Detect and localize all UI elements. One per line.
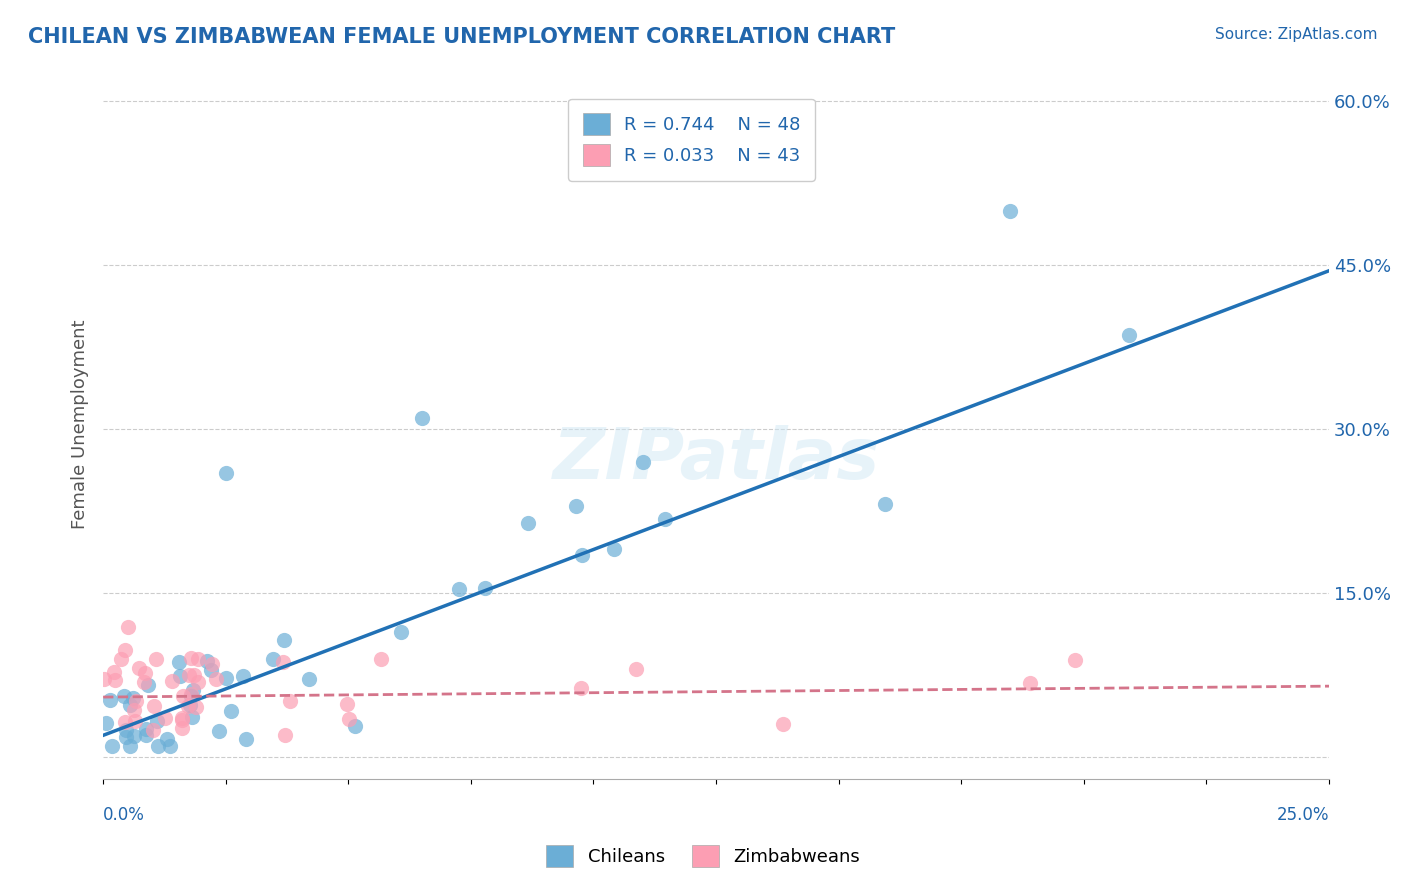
Point: [569, 681, 592, 695]
Point: [114, 714, 136, 729]
Point: [110, 652, 132, 666]
Point: [179, 698, 201, 712]
Point: [98, 693, 121, 707]
Point: [201, 657, 224, 671]
Point: [115, 723, 138, 738]
Point: [117, 620, 139, 634]
Point: [115, 730, 138, 744]
Point: [132, 675, 155, 690]
Point: [167, 655, 190, 669]
Point: [200, 663, 222, 677]
Y-axis label: Female Unemployment: Female Unemployment: [72, 319, 89, 529]
Point: [180, 651, 202, 665]
Point: [631, 455, 654, 469]
Point: [187, 674, 209, 689]
Point: [172, 721, 194, 735]
Point: [565, 499, 588, 513]
Point: [118, 739, 141, 754]
Point: [134, 665, 156, 680]
Point: [145, 651, 167, 665]
Point: [447, 582, 470, 596]
Point: [262, 652, 284, 666]
Point: [135, 728, 157, 742]
Point: [195, 654, 218, 668]
Point: [208, 723, 231, 738]
Point: [602, 542, 624, 557]
Point: [214, 671, 236, 685]
Point: [177, 668, 200, 682]
Point: [96, 715, 118, 730]
Point: [148, 739, 170, 754]
Point: [183, 668, 205, 682]
Point: [180, 687, 202, 701]
Legend: Chileans, Zimbabweans: Chileans, Zimbabweans: [538, 838, 868, 874]
Point: [125, 694, 148, 708]
Point: [128, 661, 150, 675]
Point: [298, 672, 321, 686]
Point: [219, 704, 242, 718]
Point: [235, 732, 257, 747]
Point: [389, 625, 412, 640]
Text: Source: ZipAtlas.com: Source: ZipAtlas.com: [1215, 27, 1378, 42]
Text: ZIPatlas: ZIPatlas: [553, 425, 880, 494]
Point: [172, 714, 194, 728]
Point: [170, 711, 193, 725]
Point: [114, 643, 136, 657]
Point: [278, 694, 301, 708]
Point: [273, 632, 295, 647]
Point: [205, 672, 228, 686]
Point: [337, 712, 360, 726]
Point: [626, 662, 648, 676]
Text: 0.0%: 0.0%: [103, 806, 145, 824]
Point: [135, 723, 157, 737]
Point: [176, 699, 198, 714]
Point: [654, 512, 676, 526]
Point: [180, 710, 202, 724]
Point: [104, 673, 127, 687]
Point: [1064, 653, 1087, 667]
Point: [142, 723, 165, 737]
Point: [343, 719, 366, 733]
Point: [180, 690, 202, 704]
Point: [873, 497, 896, 511]
Point: [160, 674, 183, 689]
Point: [136, 677, 159, 691]
Point: [93, 673, 115, 687]
Point: [159, 739, 181, 754]
Point: [103, 665, 125, 679]
Point: [516, 516, 538, 530]
Text: CHILEAN VS ZIMBABWEAN FEMALE UNEMPLOYMENT CORRELATION CHART: CHILEAN VS ZIMBABWEAN FEMALE UNEMPLOYMEN…: [28, 27, 896, 46]
Point: [215, 466, 238, 480]
Legend: R = 0.744    N = 48, R = 0.033    N = 43: R = 0.744 N = 48, R = 0.033 N = 43: [568, 99, 815, 181]
Point: [112, 689, 135, 703]
Point: [143, 699, 166, 714]
Point: [181, 683, 204, 698]
Point: [336, 697, 359, 711]
Text: 25.0%: 25.0%: [1277, 806, 1329, 824]
Point: [156, 731, 179, 746]
Point: [124, 729, 146, 743]
Point: [271, 655, 294, 669]
Point: [1118, 328, 1140, 343]
Point: [184, 699, 207, 714]
Point: [571, 548, 593, 562]
Point: [274, 728, 297, 742]
Point: [474, 581, 496, 595]
Point: [100, 739, 122, 754]
Point: [155, 711, 177, 725]
Point: [169, 668, 191, 682]
Point: [370, 652, 392, 666]
Point: [1018, 675, 1040, 690]
Point: [124, 703, 146, 717]
Point: [411, 411, 433, 425]
Point: [186, 652, 208, 666]
Point: [772, 717, 794, 731]
Point: [124, 714, 146, 728]
Point: [121, 690, 143, 705]
Point: [232, 669, 254, 683]
Point: [120, 698, 142, 712]
Point: [1000, 203, 1022, 218]
Point: [172, 689, 194, 703]
Point: [146, 714, 169, 728]
